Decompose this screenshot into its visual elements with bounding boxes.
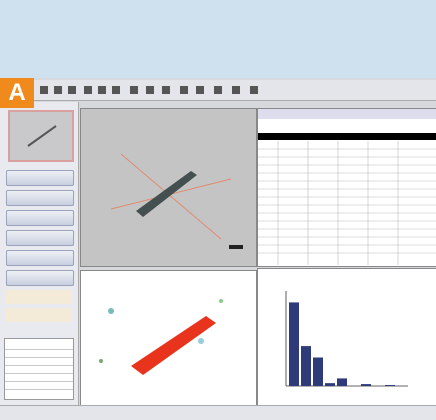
table-grid: [258, 141, 436, 265]
info-box: [6, 290, 72, 304]
selected-row: [258, 133, 436, 140]
app-window: [0, 78, 436, 419]
segmentation-view: [80, 270, 257, 407]
data-table: [257, 108, 436, 267]
tool-button[interactable]: [6, 210, 74, 226]
histogram: [258, 269, 436, 406]
header-band: [0, 0, 436, 78]
results-list: [4, 338, 74, 400]
tool-button[interactable]: [6, 170, 74, 186]
image-view: [80, 108, 257, 267]
tool-button[interactable]: [6, 270, 74, 286]
left-panel: [0, 102, 79, 405]
histogram-bar: [361, 384, 371, 386]
list-row: [5, 359, 73, 366]
histogram-bar: [385, 385, 395, 386]
list-row: [5, 367, 73, 374]
list-row: [5, 383, 73, 390]
list-row: [5, 343, 73, 350]
image-content: [81, 109, 256, 266]
info-box: [6, 308, 72, 322]
toolbar: [0, 80, 436, 101]
tool-button[interactable]: [6, 230, 74, 246]
tool-button[interactable]: [6, 250, 74, 266]
list-row: [5, 375, 73, 382]
tool-button[interactable]: [6, 190, 74, 206]
histogram-bar: [325, 383, 335, 386]
histogram-panel: [257, 268, 436, 407]
thumbnail-shape: [10, 112, 72, 160]
segmentation-content: [81, 271, 256, 406]
thumbnail: [8, 110, 74, 162]
histogram-bar: [337, 378, 347, 386]
page: A (() => { const data = JSON.parse(docum…: [0, 0, 436, 419]
panel-label: A: [0, 78, 34, 108]
histogram-bar: [289, 302, 299, 386]
histogram-bar: [301, 346, 311, 386]
table-header: [258, 109, 436, 119]
histogram-bar: [313, 358, 323, 387]
list-row: [5, 351, 73, 358]
status-bar: [0, 405, 436, 420]
toolbar-icons: [0, 80, 436, 100]
